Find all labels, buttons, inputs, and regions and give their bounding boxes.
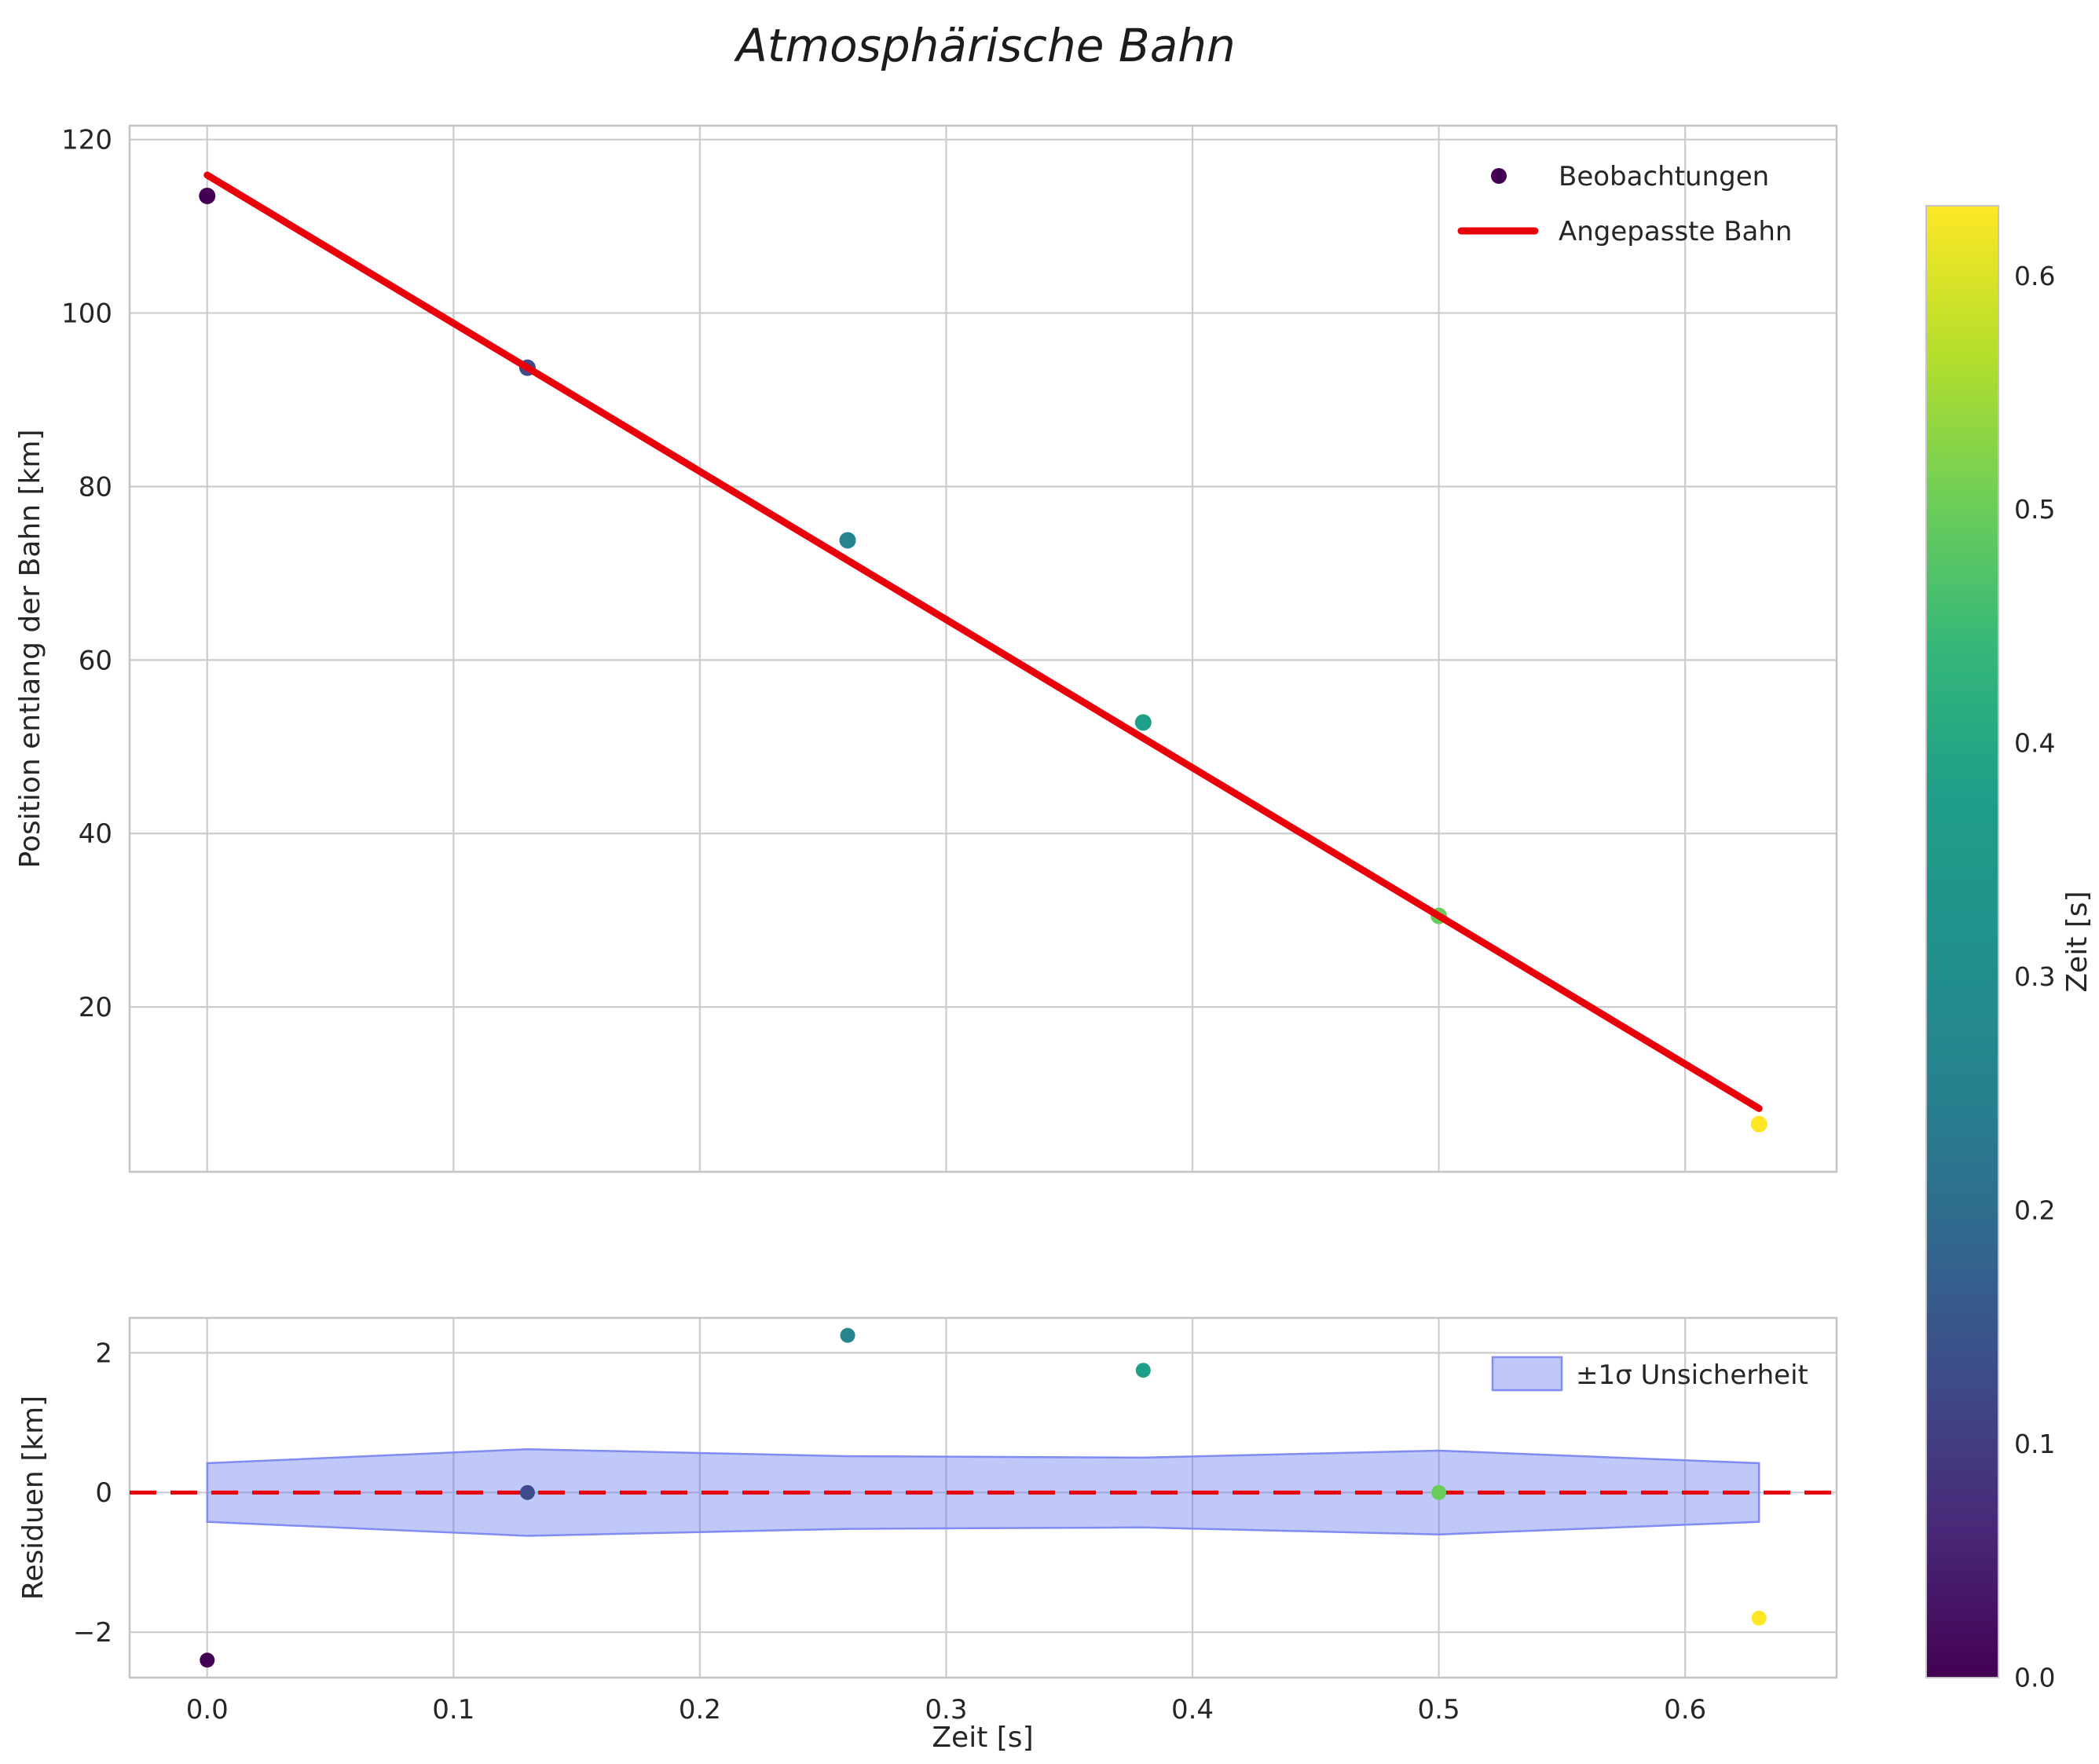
residual-point [1431, 1484, 1447, 1500]
x-tick-label: 0.4 [1171, 1694, 1214, 1726]
uncertainty-band [206, 1447, 1760, 1537]
y-tick-label: −2 [73, 1617, 112, 1649]
x-tick-label: 0.6 [1664, 1694, 1706, 1726]
colorbar-tick-label: 0.1 [2014, 1429, 2055, 1459]
x-tick-label: 0.5 [1418, 1694, 1460, 1726]
figure-title: Atmosphärische Bahn [733, 19, 1236, 72]
axes-frame [128, 1316, 1838, 1679]
x-tick-label: 0.1 [432, 1694, 474, 1726]
x-tick-label: 0.3 [925, 1694, 967, 1726]
y-tick-label: 40 [79, 818, 112, 850]
y-tick-label: 20 [79, 992, 112, 1023]
x-tick-label: 0.2 [679, 1694, 721, 1726]
colorbar-tick-label: 0.6 [2014, 261, 2055, 291]
residuals-y-axis-label: Residuen [km] [17, 1396, 49, 1600]
fitted-trajectory-line [203, 171, 1763, 1112]
colorbar-tick-label: 0.4 [2014, 728, 2055, 759]
observation-point [839, 532, 856, 549]
colorbar-gradient [1925, 205, 1999, 1678]
x-axis-label: Zeit [s] [932, 1722, 1033, 1754]
residuals-legend: ±1σ Unsicherheit [1491, 1356, 1808, 1392]
colorbar-tick-label: 0.5 [2014, 494, 2055, 525]
legend-label-uncertainty: ±1σ Unsicherheit [1576, 1360, 1808, 1391]
residual-point [840, 1327, 855, 1343]
observation-point [199, 187, 216, 204]
colorbar-tick-label: 0.2 [2014, 1195, 2055, 1226]
trajectory-subplot: 20 40 60 80 100 120 [61, 124, 1838, 1173]
colorbar-tick-label: 0.0 [2014, 1663, 2055, 1693]
y-tick-label: 120 [61, 125, 112, 156]
axes-frame [128, 124, 1838, 1173]
trajectory-legend: Beobachtungen Angepasste Bahn [1457, 161, 1792, 247]
legend-label-fit: Angepasste Bahn [1559, 216, 1792, 247]
colorbar-ticks: 0.0 0.1 0.2 0.3 0.4 0.5 0.6 [2014, 261, 2055, 1693]
y-tick-label: 60 [79, 645, 112, 676]
legend-patch-uncertainty-icon [1491, 1356, 1563, 1392]
observation-point [1134, 714, 1152, 731]
residual-point [200, 1652, 215, 1668]
y-tick-label: 0 [95, 1477, 112, 1509]
y-tick-label: 100 [61, 298, 112, 329]
observation-point [1750, 1115, 1767, 1133]
legend-marker-observations-icon [1491, 168, 1507, 184]
y-tick-label: 2 [95, 1338, 112, 1369]
legend-label-observations: Beobachtungen [1559, 161, 1769, 192]
colorbar-tick-label: 0.3 [2014, 961, 2055, 992]
trajectory-y-axis-label: Position entlang der Bahn [km] [14, 430, 46, 869]
residual-point [519, 1484, 535, 1500]
colorbar-label: Zeit [s] [2061, 891, 2094, 992]
y-tick-label: 80 [79, 471, 112, 503]
x-tick-label: 0.0 [186, 1694, 229, 1726]
residual-point [1135, 1363, 1151, 1378]
residuals-subplot: −2 0 2 0.0 0.1 0.2 0.3 0.4 0.5 0.6 [73, 1316, 1838, 1726]
residual-point [1751, 1610, 1767, 1626]
